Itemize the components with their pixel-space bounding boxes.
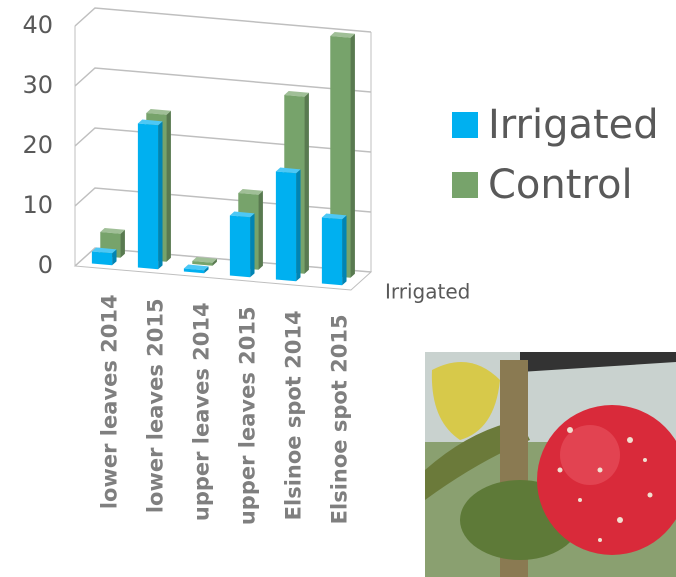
bar-top: [321, 213, 347, 220]
bar-top: [229, 211, 255, 218]
legend-label: Irrigated: [488, 102, 659, 148]
bar-top: [238, 189, 263, 195]
grid-line: [74, 7, 372, 33]
y-tick-label: 20: [22, 131, 53, 159]
bar-top: [183, 264, 209, 271]
bar-front: [192, 260, 213, 266]
x-tick-label: lower leaves 2015: [144, 298, 168, 513]
bar-top: [137, 119, 163, 126]
bar-top: [192, 257, 217, 263]
bar-side: [112, 249, 117, 266]
legend-swatch: [452, 172, 478, 198]
bar-top: [146, 109, 171, 115]
x-tick-label: Elsinoe spot 2014: [282, 310, 306, 520]
x-tick-label: Elsinoe spot 2015: [328, 314, 352, 524]
grid-line: [74, 127, 372, 153]
bar-side: [342, 215, 347, 286]
bar-front: [321, 217, 343, 286]
bar-top: [275, 167, 301, 174]
y-tick-label: 40: [22, 11, 53, 39]
grid-line: [74, 187, 372, 213]
bar: [229, 211, 255, 278]
x-tick-label: upper leaves 2014: [190, 302, 214, 521]
bar: [183, 264, 209, 274]
y-tick-label: 10: [22, 191, 53, 219]
y-tick-label: 0: [38, 251, 53, 279]
bar-side: [120, 229, 125, 258]
x-tick-label: lower leaves 2014: [98, 294, 122, 509]
bar-top: [91, 247, 117, 254]
bar: [91, 247, 117, 266]
bar-front: [91, 251, 113, 266]
depth-axis-label: Irrigated: [385, 280, 470, 304]
grid-line: [74, 67, 372, 93]
bar-top: [284, 91, 309, 97]
y-tick-label: 30: [22, 71, 53, 99]
bar: [137, 119, 163, 270]
bar-front: [229, 215, 251, 278]
bar-top: [330, 32, 355, 38]
bar-side: [258, 190, 263, 270]
bar-side: [250, 213, 255, 278]
bar-front: [137, 123, 159, 270]
photo: [425, 352, 676, 577]
bar: [192, 257, 217, 266]
bar: [275, 167, 301, 282]
bar-side: [204, 266, 209, 274]
bar-top: [100, 228, 125, 234]
bar-front: [275, 171, 297, 282]
bar-side: [166, 110, 171, 262]
x-tick-label: upper leaves 2015: [236, 306, 260, 525]
bar-side: [304, 92, 309, 274]
bar-front: [183, 268, 205, 274]
legend-label: Control: [488, 162, 633, 208]
bar-side: [350, 33, 355, 278]
legend-swatch: [452, 112, 478, 138]
bar-side: [212, 258, 217, 266]
bar-side: [158, 121, 163, 270]
bar: [321, 213, 347, 286]
bar-side: [296, 169, 301, 282]
